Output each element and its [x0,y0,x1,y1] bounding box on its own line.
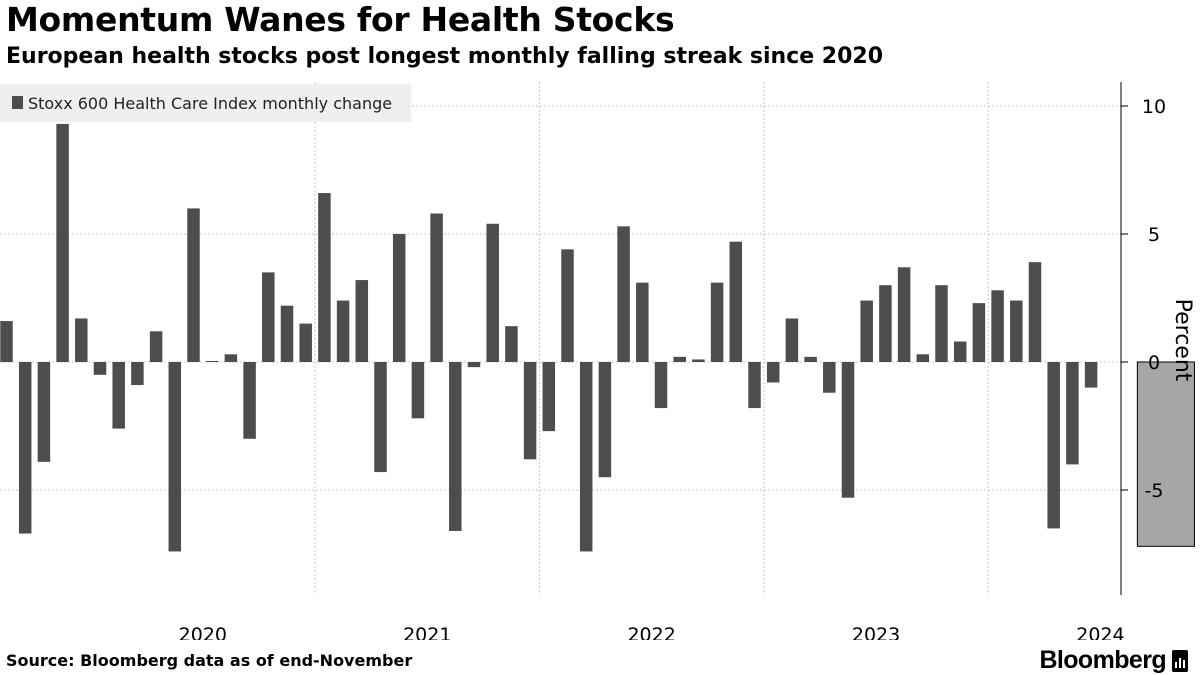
bar [935,285,948,362]
chart-title: Momentum Wanes for Health Stocks [6,0,675,39]
bar [748,362,761,409]
bar [75,318,88,362]
bar [710,282,724,362]
bar [93,362,107,375]
y-tick-label: 0 [1148,352,1160,374]
bar [18,362,32,534]
legend-swatch [12,96,23,109]
bar [598,362,612,478]
bar [579,362,593,552]
bar [561,249,574,362]
bar [1066,362,1079,465]
x-tick-label: 2021 [403,624,451,640]
bar [243,362,256,439]
bar [0,321,13,362]
bar [318,193,331,362]
legend: Stoxx 600 Health Care Index monthly chan… [0,84,411,122]
bar [729,241,743,362]
bar [804,356,817,362]
bar [205,361,219,362]
bar [542,362,556,432]
bar [392,234,406,362]
bar [280,305,294,362]
grid-layer [0,82,1121,595]
bar [654,362,668,409]
bar [636,282,649,362]
legend-background [0,84,411,122]
bar [916,354,930,362]
x-tick-label: 2023 [852,624,900,640]
bar [692,359,705,362]
highlight-layer [1136,361,1195,547]
bar [972,303,986,362]
bar [1010,300,1023,362]
bar [112,362,125,429]
bar [860,300,873,362]
bar [879,285,892,362]
brand-wordmark: Bloomberg [1039,646,1166,674]
chart-area: -5 0 5 10 Percent 2020 2021 2022 2023 2024 Stoxx … [0,82,1195,640]
bar [1084,362,1098,388]
bar [336,300,350,362]
bar [430,213,443,362]
bar [411,362,425,419]
x-tick-label: 2020 [179,624,227,640]
bar [523,362,537,460]
legend-label: Stoxx 600 Health Care Index monthly chan… [28,94,392,113]
bar [897,267,911,362]
bar [168,362,182,552]
source-note: Source: Bloomberg data as of end-Novembe… [6,651,413,670]
chart-subtitle: European health stocks post longest mont… [6,44,884,69]
streak-highlight-box [1136,361,1195,547]
bar [355,280,369,362]
y-tick-label: 10 [1142,96,1166,118]
bar [1047,362,1060,529]
bar [673,356,686,362]
bar [37,362,51,462]
y-tick-label: 5 [1148,224,1160,246]
bar [131,362,144,386]
bar [1028,262,1042,362]
bar [766,362,780,383]
bar [56,123,69,362]
bar [991,290,1004,362]
bar-layer [0,123,1098,552]
y-tick-label: -5 [1145,480,1164,502]
y-axis-label: Percent [1170,299,1195,382]
bar [262,272,275,362]
bar [449,362,462,531]
bar [505,326,518,362]
bar [299,323,312,362]
bar [841,362,855,498]
bloomberg-logo: Bloomberg [1039,646,1188,675]
bar [467,362,481,368]
bar [374,362,387,473]
bar [953,341,967,362]
bar [486,223,499,362]
bar [149,331,163,362]
x-tick-label: 2024 [1076,624,1124,640]
bar [187,208,200,362]
bar [785,318,799,362]
x-tick-label: 2022 [627,624,675,640]
bar [617,226,630,362]
bar-chart-icon [1172,649,1188,672]
bar [823,362,836,393]
axis-layer: -5 0 5 10 Percent 2020 2021 2022 2023 2024 [179,82,1195,640]
bar [224,354,238,362]
